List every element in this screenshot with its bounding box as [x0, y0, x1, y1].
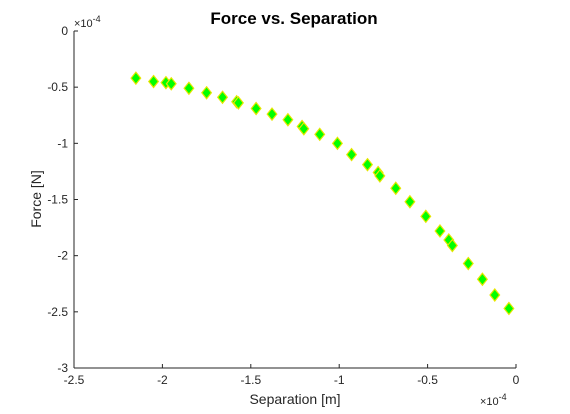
data-point: [331, 136, 344, 151]
y-tick-label: -2: [57, 249, 68, 263]
y-tick-label: -1: [57, 136, 68, 150]
y-axis-label: Force [N]: [28, 170, 44, 228]
data-point: [404, 194, 416, 209]
x-tick-label: -1: [334, 373, 345, 387]
chart-title: Force vs. Separation: [210, 9, 377, 28]
x-ticks: -2.5 -2 -1.5 -1 -0.5 0: [64, 364, 520, 387]
data-point: [282, 112, 294, 127]
data-point: [503, 301, 515, 316]
data-point: [434, 223, 446, 238]
y-ticks: -3 -2.5 -2 -1.5 -1 -0.5 0: [47, 24, 78, 375]
data-point: [183, 81, 195, 96]
data-point: [476, 272, 488, 287]
data-point: [374, 168, 386, 183]
x-tick-label: -1.5: [240, 373, 261, 387]
data-point: [420, 209, 432, 224]
data-point: [266, 107, 278, 122]
y-tick-label: -3: [57, 361, 68, 375]
data-point: [147, 74, 160, 89]
data-point: [314, 127, 326, 142]
data-point: [130, 71, 142, 86]
x-exponent: ×10-4: [480, 392, 507, 408]
plot-area: -2.5 -2 -1.5 -1 -0.5 0 -3-2.5-2-1.5-1-0.50: [47, 24, 519, 387]
y-exponent: ×10-4: [74, 14, 101, 30]
data-point: [232, 95, 244, 110]
y-tick-label: -2.5: [47, 305, 68, 319]
x-tick-label: 0: [513, 373, 520, 387]
y-tick-label: -0.5: [47, 80, 68, 94]
data-point: [165, 76, 177, 91]
x-tick-label: -0.5: [417, 373, 438, 387]
x-tick-label: -2: [157, 373, 168, 387]
x-axis-label: Separation [m]: [249, 391, 340, 407]
data-point: [216, 90, 229, 105]
x-tick-label: -2.5: [64, 373, 85, 387]
data-point: [446, 238, 458, 253]
data-point: [489, 288, 501, 302]
data-point: [361, 157, 374, 172]
data-point: [390, 181, 402, 196]
data-point: [250, 101, 262, 116]
data-point: [462, 256, 474, 271]
data-point: [201, 85, 213, 100]
y-tick-label: 0: [61, 24, 68, 38]
y-tick-label: -1.5: [47, 193, 68, 207]
data-markers: [130, 71, 515, 316]
data-point: [298, 121, 310, 136]
data-point: [346, 147, 358, 162]
